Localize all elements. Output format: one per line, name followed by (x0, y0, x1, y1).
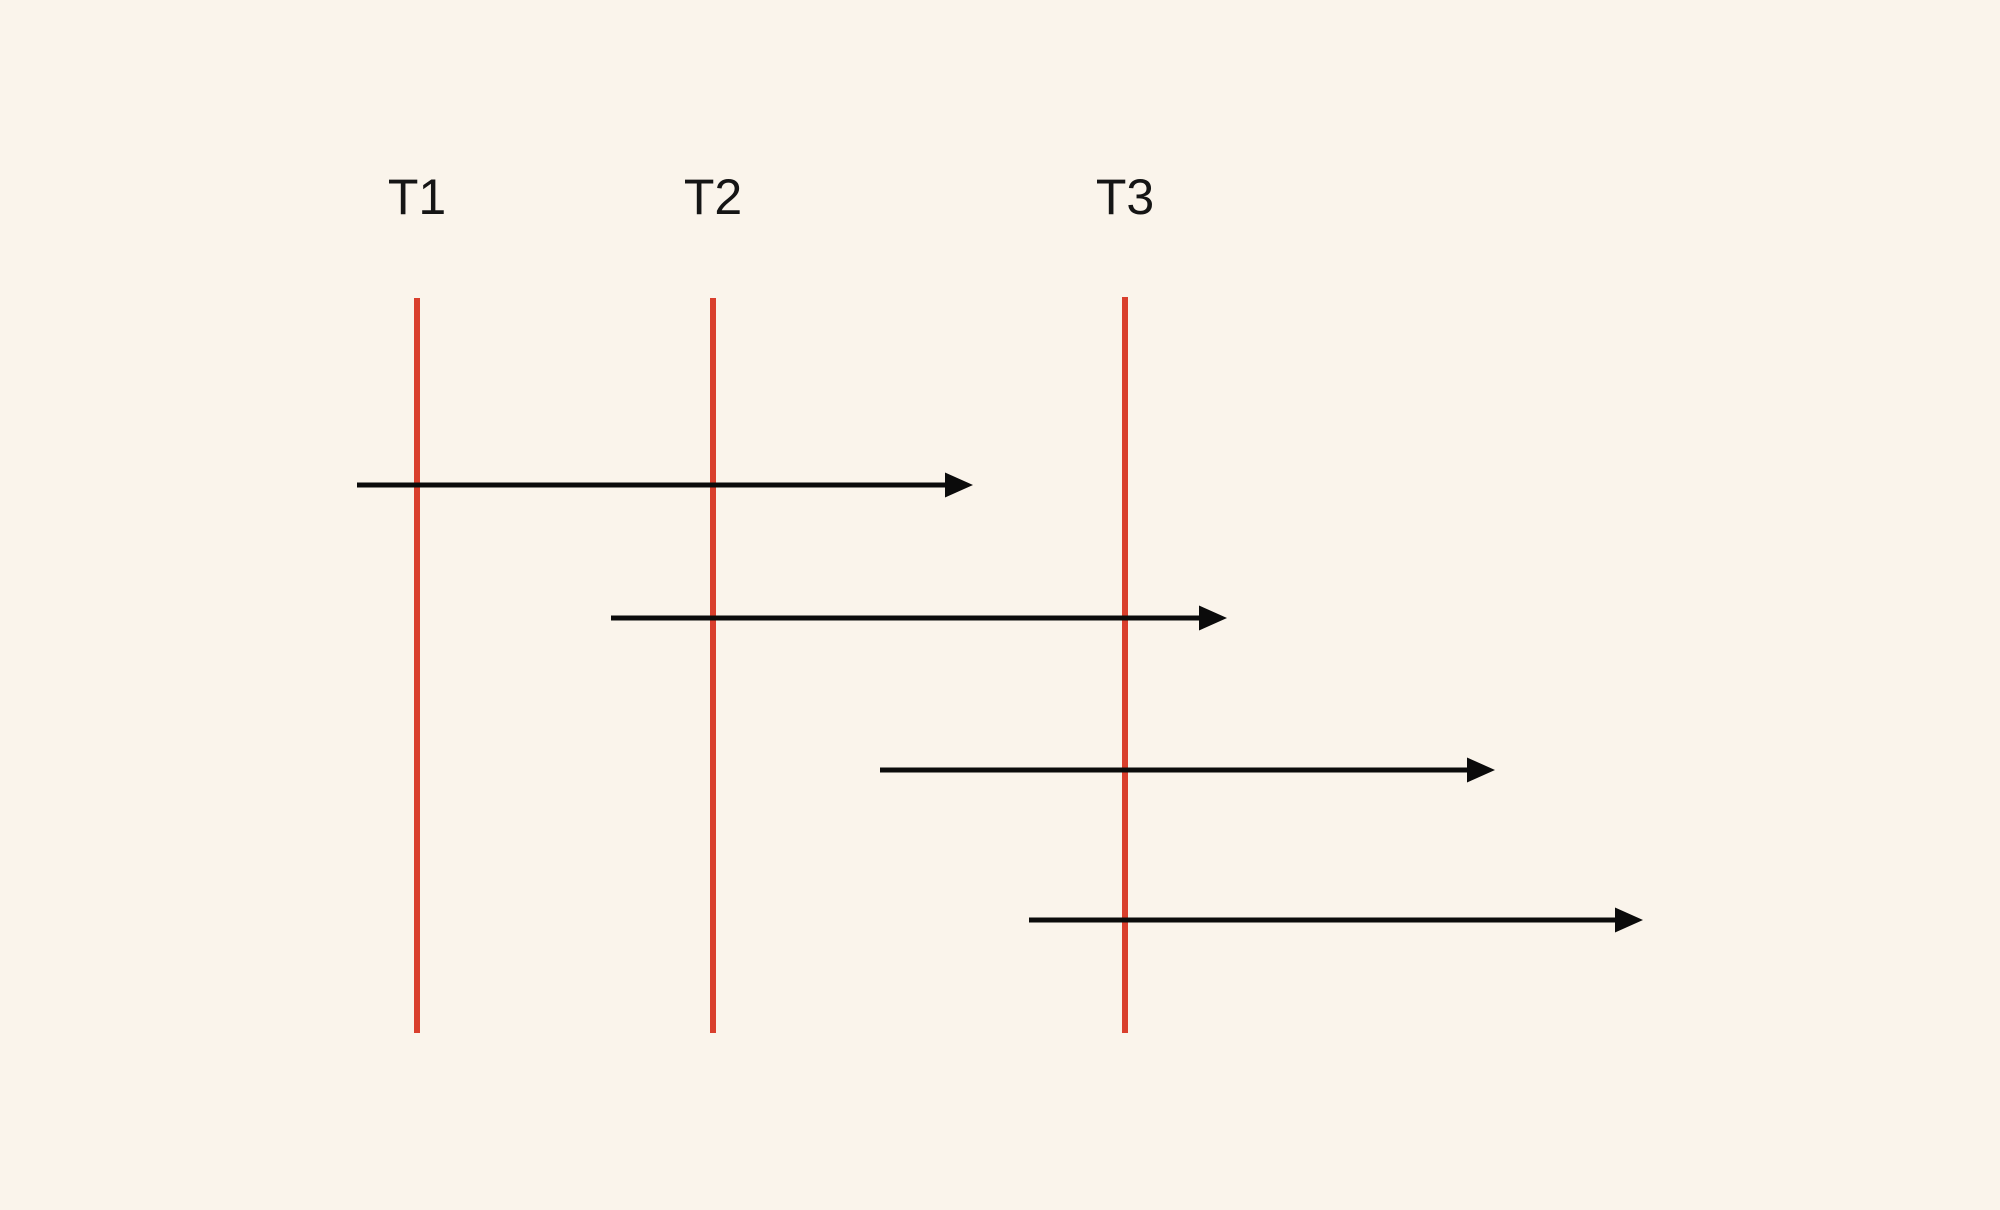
arrow-1-head (945, 472, 973, 498)
arrow-2-head (1199, 605, 1227, 631)
timeline-label-t3: T3 (1095, 169, 1155, 225)
arrow-3-head (1467, 757, 1495, 783)
timeline-label-t1: T1 (387, 169, 447, 225)
timeline-label-t2: T2 (683, 169, 743, 225)
arrow-4-head (1615, 907, 1643, 933)
